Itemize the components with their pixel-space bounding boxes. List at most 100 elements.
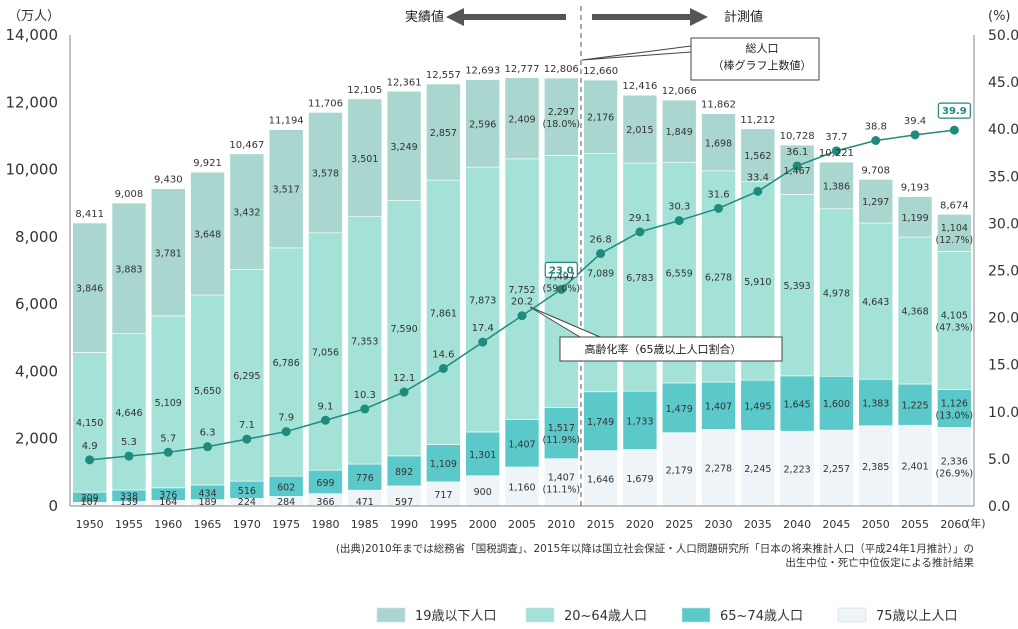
x-tick: 1965	[194, 518, 222, 531]
projected-label: 計測値	[724, 9, 763, 25]
aging-rate-point	[478, 338, 487, 347]
segment-label-20-64: 5,109	[155, 398, 182, 409]
projected-arrow-shaft	[592, 14, 690, 20]
segment-label-65-74: 516	[238, 486, 256, 497]
segment-label-19-under: 1,467	[784, 166, 811, 177]
total-annotation-line2: （棒グラフ上数値）	[713, 58, 812, 72]
y-left-tick: 14,000	[6, 26, 59, 44]
segment-label-65-74: 1,479	[666, 404, 693, 415]
segment-label-75plus: 1,646	[587, 474, 614, 485]
aging-rate-label: 30.3	[668, 202, 690, 213]
x-tick: 1950	[76, 518, 104, 531]
total-label: 11,194	[269, 116, 304, 127]
segment-label-75plus: 2,385	[862, 462, 889, 473]
segment-label-65-74: 1,733	[626, 416, 653, 427]
y-left-tick: 12,000	[6, 93, 59, 111]
legend-swatch	[838, 608, 866, 622]
segment-label-75plus: 717	[434, 490, 452, 501]
total-label: 12,557	[426, 70, 461, 81]
segment-label-20-64: 5,650	[194, 386, 221, 397]
total-label: 11,862	[701, 100, 736, 111]
total-label: 9,193	[901, 183, 930, 194]
aging-rate-label: 5.3	[121, 437, 137, 448]
segment-label-65-74: 776	[356, 473, 374, 484]
x-tick: 2050	[862, 518, 890, 531]
aging-rate-point	[203, 442, 212, 451]
segment-label-75plus: 2,257	[823, 464, 850, 475]
total-label: 8,411	[75, 209, 104, 220]
aging-rate-point	[439, 364, 448, 373]
segment-label-65-74: 1,407	[705, 402, 732, 413]
segment-label-19-under: 1,199	[901, 213, 928, 224]
segment-label-65-74: 892	[395, 467, 413, 478]
segment-label-20-64: 6,278	[705, 272, 732, 283]
aging-rate-label: 26.8	[589, 235, 611, 246]
x-tick: 1975	[272, 518, 300, 531]
actual-arrow-shaft	[462, 14, 566, 20]
total-label: 11,212	[740, 115, 775, 126]
aging-rate-label: 23.0	[549, 265, 574, 276]
y-right-tick: 35.0	[988, 169, 1018, 185]
segment-label-65-74: 1,407	[508, 439, 535, 450]
segment-label-75plus: 1,679	[626, 474, 653, 485]
segment-label-20-64: 7,861	[430, 308, 457, 319]
aging-rate-label: 20.2	[511, 297, 533, 308]
aging-rate-label: 12.1	[393, 373, 415, 384]
total-label: 10,221	[819, 148, 854, 159]
pct-note: (26.9%)	[936, 469, 974, 480]
segment-label-65-74: 376	[159, 490, 177, 501]
segment-label-65-74: 1,109	[430, 459, 457, 470]
segment-label-19-under: 3,648	[194, 230, 221, 241]
aging-rate-point	[596, 249, 605, 258]
x-tick: 2045	[822, 518, 850, 531]
segment-label-19-under: 2,596	[469, 119, 496, 130]
pct-note: (47.3%)	[936, 322, 974, 333]
segment-label-75plus: 284	[277, 497, 295, 508]
total-label: 9,708	[861, 165, 890, 176]
segment-label-19-under: 3,846	[76, 284, 103, 295]
y-right-tick: 20.0	[988, 311, 1018, 327]
total-label: 10,467	[229, 140, 264, 151]
aging-rate-label: 4.9	[82, 441, 98, 452]
total-label: 12,066	[662, 86, 697, 97]
segment-label-20-64: 6,783	[626, 273, 653, 284]
x-tick: 2010	[547, 518, 575, 531]
total-label: 12,777	[505, 64, 540, 75]
segment-label-20-64: 4,643	[862, 297, 889, 308]
segment-label-19-under: 1,849	[666, 127, 693, 138]
segment-label-65-74: 434	[198, 488, 216, 499]
segment-label-75plus: 2,401	[901, 462, 928, 473]
aging-rate-label: 6.3	[200, 428, 216, 439]
aging-rate-point	[518, 311, 527, 320]
x-unit: (年)	[966, 516, 986, 530]
aging-rate-point	[400, 388, 409, 397]
y-right-tick: 50.0	[988, 28, 1018, 44]
y-right-tick: 0.0	[988, 499, 1010, 515]
segment-label-20-64: 6,295	[233, 371, 260, 382]
x-tick: 1995	[429, 518, 457, 531]
x-tick: 1985	[351, 518, 379, 531]
source-note-line2: 出生中位・死亡中位仮定による推計結果	[785, 556, 974, 569]
x-tick: 2030	[705, 518, 733, 531]
x-tick: 2055	[901, 518, 929, 531]
segment-label-20-64: 4,150	[76, 418, 103, 429]
segment-label-75plus: 2,179	[666, 465, 693, 476]
segment-label-65-74: 1,383	[862, 398, 889, 409]
legend-swatch	[682, 608, 710, 622]
aging-rate-label: 33.4	[747, 172, 769, 183]
y-left-tick: 6,000	[15, 295, 58, 313]
segment-label-65-74: 309	[81, 493, 99, 504]
legend-label: 20~64歳人口	[564, 609, 647, 624]
aging-rate-annotation: 高齢化率（65歳以上人口割合）	[585, 342, 742, 356]
segment-label-75plus: 900	[474, 487, 492, 498]
x-tick: 2005	[508, 518, 536, 531]
total-label: 9,430	[154, 175, 183, 186]
x-tick: 2000	[469, 518, 497, 531]
aging-rate-point	[753, 187, 762, 196]
y-right-tick: 25.0	[988, 264, 1018, 280]
x-tick: 2060	[940, 518, 968, 531]
segment-label-19-under: 3,432	[233, 208, 260, 219]
segment-label-65-74: 1,126	[941, 398, 968, 409]
aging-rate-point	[85, 455, 94, 464]
